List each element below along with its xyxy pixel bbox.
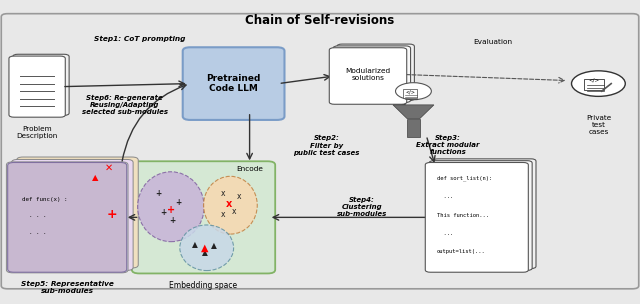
Text: +: + <box>168 205 175 215</box>
Text: Modularized
solutions: Modularized solutions <box>346 68 390 81</box>
Text: x: x <box>220 188 225 198</box>
FancyBboxPatch shape <box>425 162 528 272</box>
FancyBboxPatch shape <box>433 159 536 269</box>
Text: Step4:
Clustering
sub-modules: Step4: Clustering sub-modules <box>337 197 387 217</box>
Text: ▲: ▲ <box>211 241 218 250</box>
Text: Problem
Description: Problem Description <box>17 126 58 139</box>
Text: Step6: Re-generate
Reusing/Adapting
selected sub-modules: Step6: Re-generate Reusing/Adapting sele… <box>82 95 168 115</box>
Text: Pretrained
Code LLM: Pretrained Code LLM <box>207 74 260 93</box>
Text: Evaluation: Evaluation <box>473 39 513 45</box>
FancyBboxPatch shape <box>329 48 407 104</box>
Text: x: x <box>220 210 225 219</box>
Circle shape <box>572 71 625 96</box>
Text: x: x <box>226 199 232 209</box>
Ellipse shape <box>138 172 204 242</box>
FancyBboxPatch shape <box>9 56 65 117</box>
Text: Private
test
cases: Private test cases <box>586 115 611 135</box>
FancyBboxPatch shape <box>17 157 138 268</box>
Text: This function...: This function... <box>437 212 489 218</box>
Text: . . .: . . . <box>22 230 47 235</box>
Text: +: + <box>175 198 181 207</box>
Text: def func(x) :: def func(x) : <box>22 197 68 202</box>
Circle shape <box>396 83 431 100</box>
Polygon shape <box>393 105 434 119</box>
Text: Step3:
Extract modular
functions: Step3: Extract modular functions <box>416 135 480 155</box>
FancyBboxPatch shape <box>8 162 127 272</box>
Text: Step5: Representative
sub-modules: Step5: Representative sub-modules <box>20 282 114 295</box>
Text: Step2:
Filter by
public test cases: Step2: Filter by public test cases <box>293 135 360 156</box>
Text: Encode: Encode <box>236 166 263 172</box>
FancyBboxPatch shape <box>429 161 532 271</box>
Text: ...: ... <box>437 231 453 236</box>
FancyBboxPatch shape <box>333 46 411 102</box>
Text: ...: ... <box>437 194 453 199</box>
FancyBboxPatch shape <box>13 54 69 116</box>
Text: </>: </> <box>588 78 600 82</box>
FancyBboxPatch shape <box>6 162 128 273</box>
FancyBboxPatch shape <box>183 47 285 120</box>
Text: output=list(...: output=list(... <box>437 249 486 254</box>
Text: +: + <box>156 188 162 198</box>
Text: ▲: ▲ <box>201 243 209 253</box>
Text: x: x <box>231 207 236 216</box>
Text: def sort_list(n):: def sort_list(n): <box>437 176 492 181</box>
Text: Embedding space: Embedding space <box>170 282 237 290</box>
Text: +: + <box>161 208 167 217</box>
FancyBboxPatch shape <box>337 44 415 101</box>
Text: x: x <box>236 192 241 201</box>
FancyBboxPatch shape <box>1 14 639 289</box>
Text: ▲: ▲ <box>192 240 198 249</box>
FancyBboxPatch shape <box>584 79 604 90</box>
Text: </>: </> <box>405 89 415 94</box>
Text: +: + <box>107 208 117 221</box>
Text: . . .: . . . <box>22 213 47 218</box>
Ellipse shape <box>180 225 234 271</box>
Ellipse shape <box>204 176 257 234</box>
Text: ▲: ▲ <box>92 173 98 181</box>
Text: ▲: ▲ <box>202 248 208 257</box>
Text: +: + <box>170 216 176 225</box>
Polygon shape <box>407 119 420 137</box>
Text: Chain of Self-revisions: Chain of Self-revisions <box>245 14 395 27</box>
Text: Step1: CoT prompting: Step1: CoT prompting <box>94 36 185 42</box>
FancyBboxPatch shape <box>403 89 417 98</box>
FancyBboxPatch shape <box>132 161 275 274</box>
Text: ✕: ✕ <box>105 163 113 173</box>
FancyBboxPatch shape <box>12 160 133 271</box>
